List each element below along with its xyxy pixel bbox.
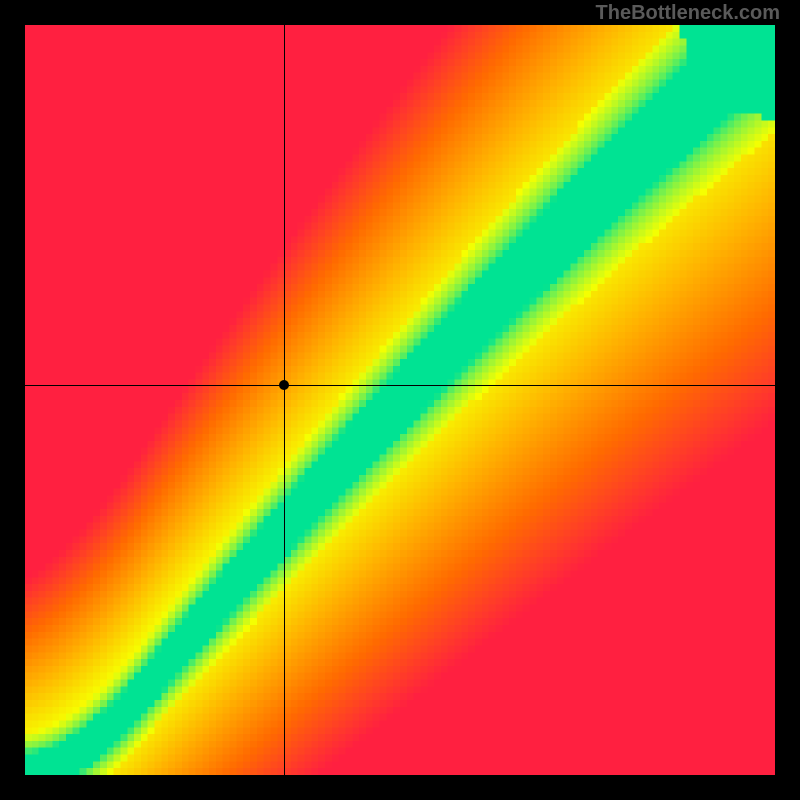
crosshair-horizontal <box>25 385 775 386</box>
heatmap-plot <box>25 25 775 775</box>
watermark-text: TheBottleneck.com <box>596 2 780 25</box>
crosshair-vertical <box>284 25 285 775</box>
chart-container: TheBottleneck.com <box>0 0 800 800</box>
heatmap-canvas <box>25 25 775 775</box>
crosshair-marker <box>279 380 289 390</box>
